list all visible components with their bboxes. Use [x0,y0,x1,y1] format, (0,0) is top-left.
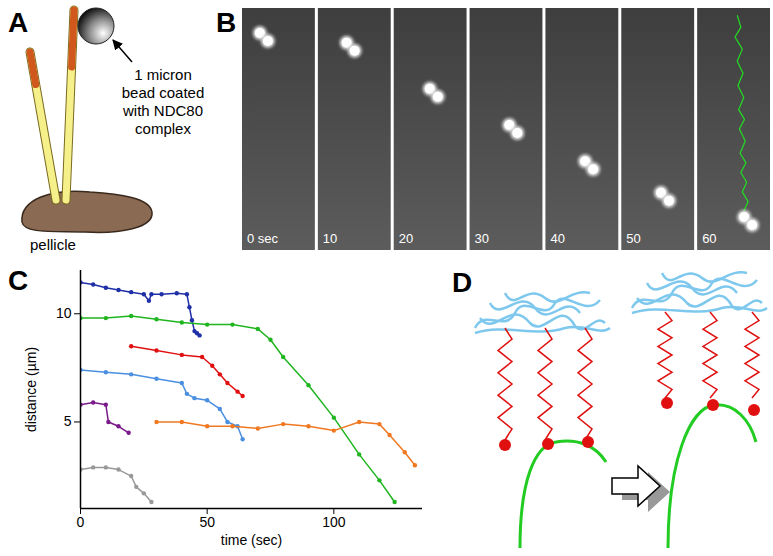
svg-text:time (sec): time (sec) [221,532,282,548]
svg-text:C: C [8,265,28,296]
svg-text:100: 100 [322,514,346,530]
svg-text:distance (µm): distance (µm) [23,347,39,432]
svg-text:pellicle: pellicle [30,236,76,253]
svg-text:40: 40 [550,231,564,246]
svg-text:10: 10 [56,305,72,321]
svg-text:with NDC80: with NDC80 [122,102,203,119]
svg-text:5: 5 [64,413,72,429]
svg-text:1 micron: 1 micron [134,66,192,83]
svg-text:D: D [452,267,472,298]
svg-text:50: 50 [199,514,215,530]
svg-text:10: 10 [323,231,337,246]
svg-text:0: 0 [77,514,85,530]
svg-text:30: 30 [475,231,489,246]
svg-text:0 sec: 0 sec [247,231,279,246]
svg-text:50: 50 [626,231,640,246]
svg-text:B: B [216,7,236,38]
svg-text:complex: complex [135,120,191,137]
svg-text:A: A [8,7,28,38]
svg-text:bead coated: bead coated [122,84,205,101]
svg-text:60: 60 [702,231,716,246]
svg-text:20: 20 [399,231,413,246]
